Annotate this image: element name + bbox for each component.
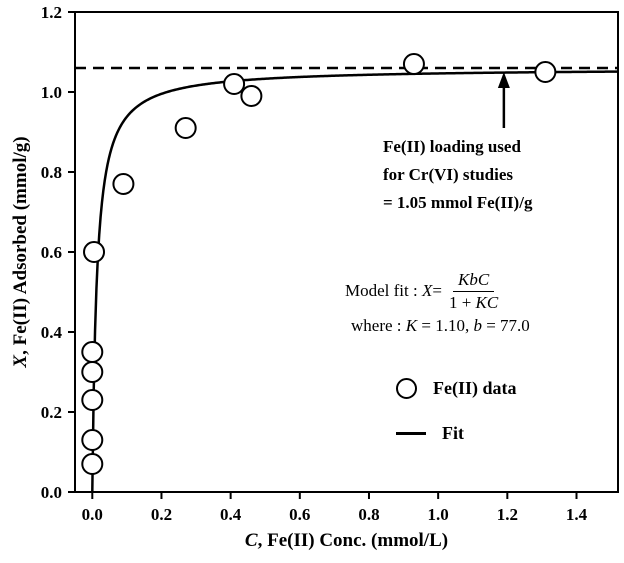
y-tick-label: 0.6: [41, 243, 62, 262]
model-equation: Model fit : X = KbC 1 + KC: [345, 270, 530, 312]
fit-curve: [91, 70, 619, 493]
legend-label-fit: Fit: [442, 423, 464, 443]
y-tick-label: 0.8: [41, 163, 62, 182]
annotation-arrow-head-icon: [497, 72, 510, 88]
data-point: [81, 341, 104, 363]
legend-item-fit: Fit: [396, 423, 517, 444]
model-prefix: Model fit :: [345, 281, 418, 301]
fraction-numerator: KbC: [453, 270, 495, 292]
param-b-value: = 77.0: [481, 316, 530, 336]
x-tick-label: 0.8: [358, 505, 379, 524]
x-tick-label: 1.4: [566, 505, 588, 524]
param-k-symbol: K: [405, 316, 418, 336]
where-prefix: where :: [351, 316, 406, 336]
y-tick-label: 0.4: [41, 323, 63, 342]
x-tick-label: 1.0: [428, 505, 449, 524]
data-point: [534, 61, 557, 83]
annotation-line-1: Fe(II) loading used: [383, 137, 521, 156]
model-equals: =: [432, 281, 442, 301]
x-axis-label-text: , Fe(II) Conc. (mmol/L): [257, 530, 449, 551]
data-point: [223, 73, 246, 95]
annotation-line-2: for Cr(VI) studies: [383, 165, 514, 184]
y-axis-label-symbol: X: [10, 354, 31, 368]
y-tick-label: 0.2: [41, 403, 62, 422]
annotation-line-3: = 1.05 mmol Fe(II)/g: [383, 193, 533, 212]
data-point: [112, 173, 135, 195]
y-axis-label-text: , Fe(II) Adsorbed (mmol/g): [10, 136, 31, 355]
param-b-symbol: b: [473, 316, 482, 336]
model-fraction: KbC 1 + KC: [449, 270, 498, 312]
x-axis-label: C, Fe(II) Conc. (mmol/L): [75, 530, 618, 552]
denominator-constant: 1 +: [448, 292, 476, 312]
x-tick-label: 0.6: [289, 505, 310, 524]
open-circle-marker-icon: [396, 378, 417, 399]
legend-label-data: Fe(II) data: [433, 378, 517, 398]
data-point: [81, 453, 104, 475]
x-tick-label: 0.0: [82, 505, 103, 524]
param-k-value: = 1.10,: [417, 316, 474, 336]
legend-item-data: Fe(II) data: [396, 378, 517, 399]
y-tick-label: 0.0: [41, 483, 62, 502]
denominator-variables: KC: [475, 292, 499, 312]
x-tick-label: 1.2: [497, 505, 518, 524]
legend: Fe(II) data Fit: [396, 378, 517, 444]
y-tick-label: 1.2: [41, 3, 62, 22]
model-variable: X: [421, 281, 433, 301]
model-fit-text: Model fit : X = KbC 1 + KC where : K = 1…: [345, 270, 530, 336]
data-point: [81, 361, 104, 383]
plot-frame: [74, 11, 619, 493]
y-tick-label: 1.0: [41, 83, 62, 102]
loading-annotation: Fe(II) loading used for Cr(VI) studies =…: [383, 133, 532, 217]
data-point: [240, 85, 263, 107]
data-point: [81, 389, 104, 411]
data-point: [81, 429, 104, 451]
x-tick-label: 0.2: [151, 505, 172, 524]
data-point: [402, 53, 425, 75]
model-parameters: where : K = 1.10, b = 77.0: [351, 316, 530, 336]
data-point: [174, 117, 197, 139]
x-tick-label: 0.4: [220, 505, 242, 524]
x-axis-label-symbol: C: [244, 530, 258, 551]
solid-line-marker-icon: [396, 432, 426, 435]
fraction-denominator: 1 + KC: [449, 292, 498, 313]
data-point: [83, 241, 106, 263]
y-axis-label: X, Fe(II) Adsorbed (mmol/g): [10, 12, 34, 492]
